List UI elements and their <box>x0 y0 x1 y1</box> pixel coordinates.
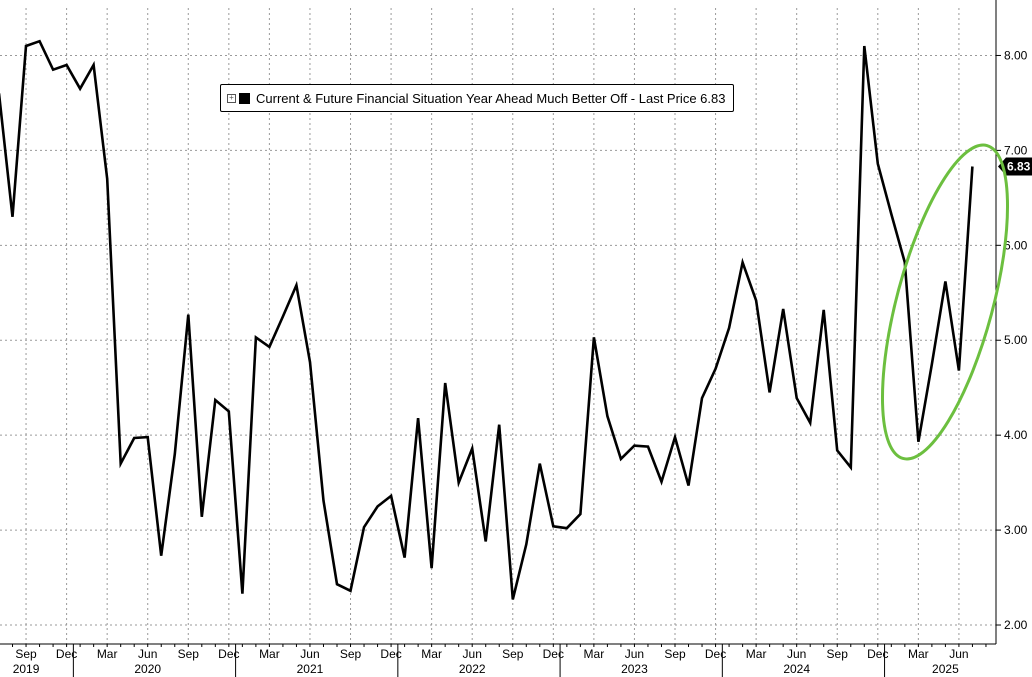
x-tick-label: Dec <box>867 647 888 661</box>
expand-icon[interactable]: + <box>227 93 236 103</box>
x-tick-label: Mar <box>908 647 929 661</box>
x-tick-label: Mar <box>584 647 605 661</box>
x-tick-label: Jun <box>300 647 319 661</box>
x-tick-label: Mar <box>97 647 118 661</box>
x-tick-label: Dec <box>543 647 564 661</box>
year-label: 2025 <box>932 662 959 676</box>
y-tick-label: 6.00 <box>1004 238 1028 252</box>
y-tick-label: 8.00 <box>1004 48 1028 62</box>
y-tick-label: 4.00 <box>1004 428 1028 442</box>
x-tick-label: Dec <box>705 647 726 661</box>
x-tick-label: Jun <box>463 647 482 661</box>
legend: + Current & Future Financial Situation Y… <box>220 84 735 112</box>
y-tick-label: 5.00 <box>1004 333 1028 347</box>
last-price-label: 6.83 <box>1007 160 1031 174</box>
year-label: 2019 <box>13 662 40 676</box>
x-tick-label: Sep <box>178 647 200 661</box>
x-tick-label: Jun <box>625 647 644 661</box>
annotation-layer <box>880 143 1010 461</box>
year-label: 2024 <box>783 662 810 676</box>
legend-label: Current & Future Financial Situation Yea… <box>256 90 726 106</box>
x-tick-label: Jun <box>787 647 806 661</box>
year-label: 2020 <box>134 662 161 676</box>
series-layer <box>0 39 974 600</box>
year-label: 2022 <box>459 662 486 676</box>
series-line <box>0 39 974 600</box>
x-tick-label: Mar <box>421 647 442 661</box>
x-tick-label: Mar <box>259 647 280 661</box>
x-tick-label: Dec <box>380 647 401 661</box>
x-tick-label: Sep <box>827 647 849 661</box>
x-tick-label: Dec <box>56 647 77 661</box>
legend-swatch <box>239 92 250 104</box>
x-tick-label: Sep <box>502 647 524 661</box>
x-tick-label: Jun <box>138 647 157 661</box>
y-tick-label: 7.00 <box>1004 143 1028 157</box>
x-tick-label: Sep <box>340 647 362 661</box>
year-label: 2021 <box>297 662 324 676</box>
gridlines <box>0 8 996 644</box>
x-tick-label: Sep <box>15 647 37 661</box>
y-tick-label: 2.00 <box>1004 618 1028 632</box>
year-label: 2023 <box>621 662 648 676</box>
y-tick-label: 3.00 <box>1004 523 1028 537</box>
last-price-tag <box>998 157 1032 176</box>
x-tick-label: Mar <box>746 647 767 661</box>
highlight-ellipse <box>880 143 1010 461</box>
x-tick-label: Sep <box>664 647 686 661</box>
x-tick-label: Jun <box>949 647 968 661</box>
x-tick-label: Dec <box>218 647 239 661</box>
